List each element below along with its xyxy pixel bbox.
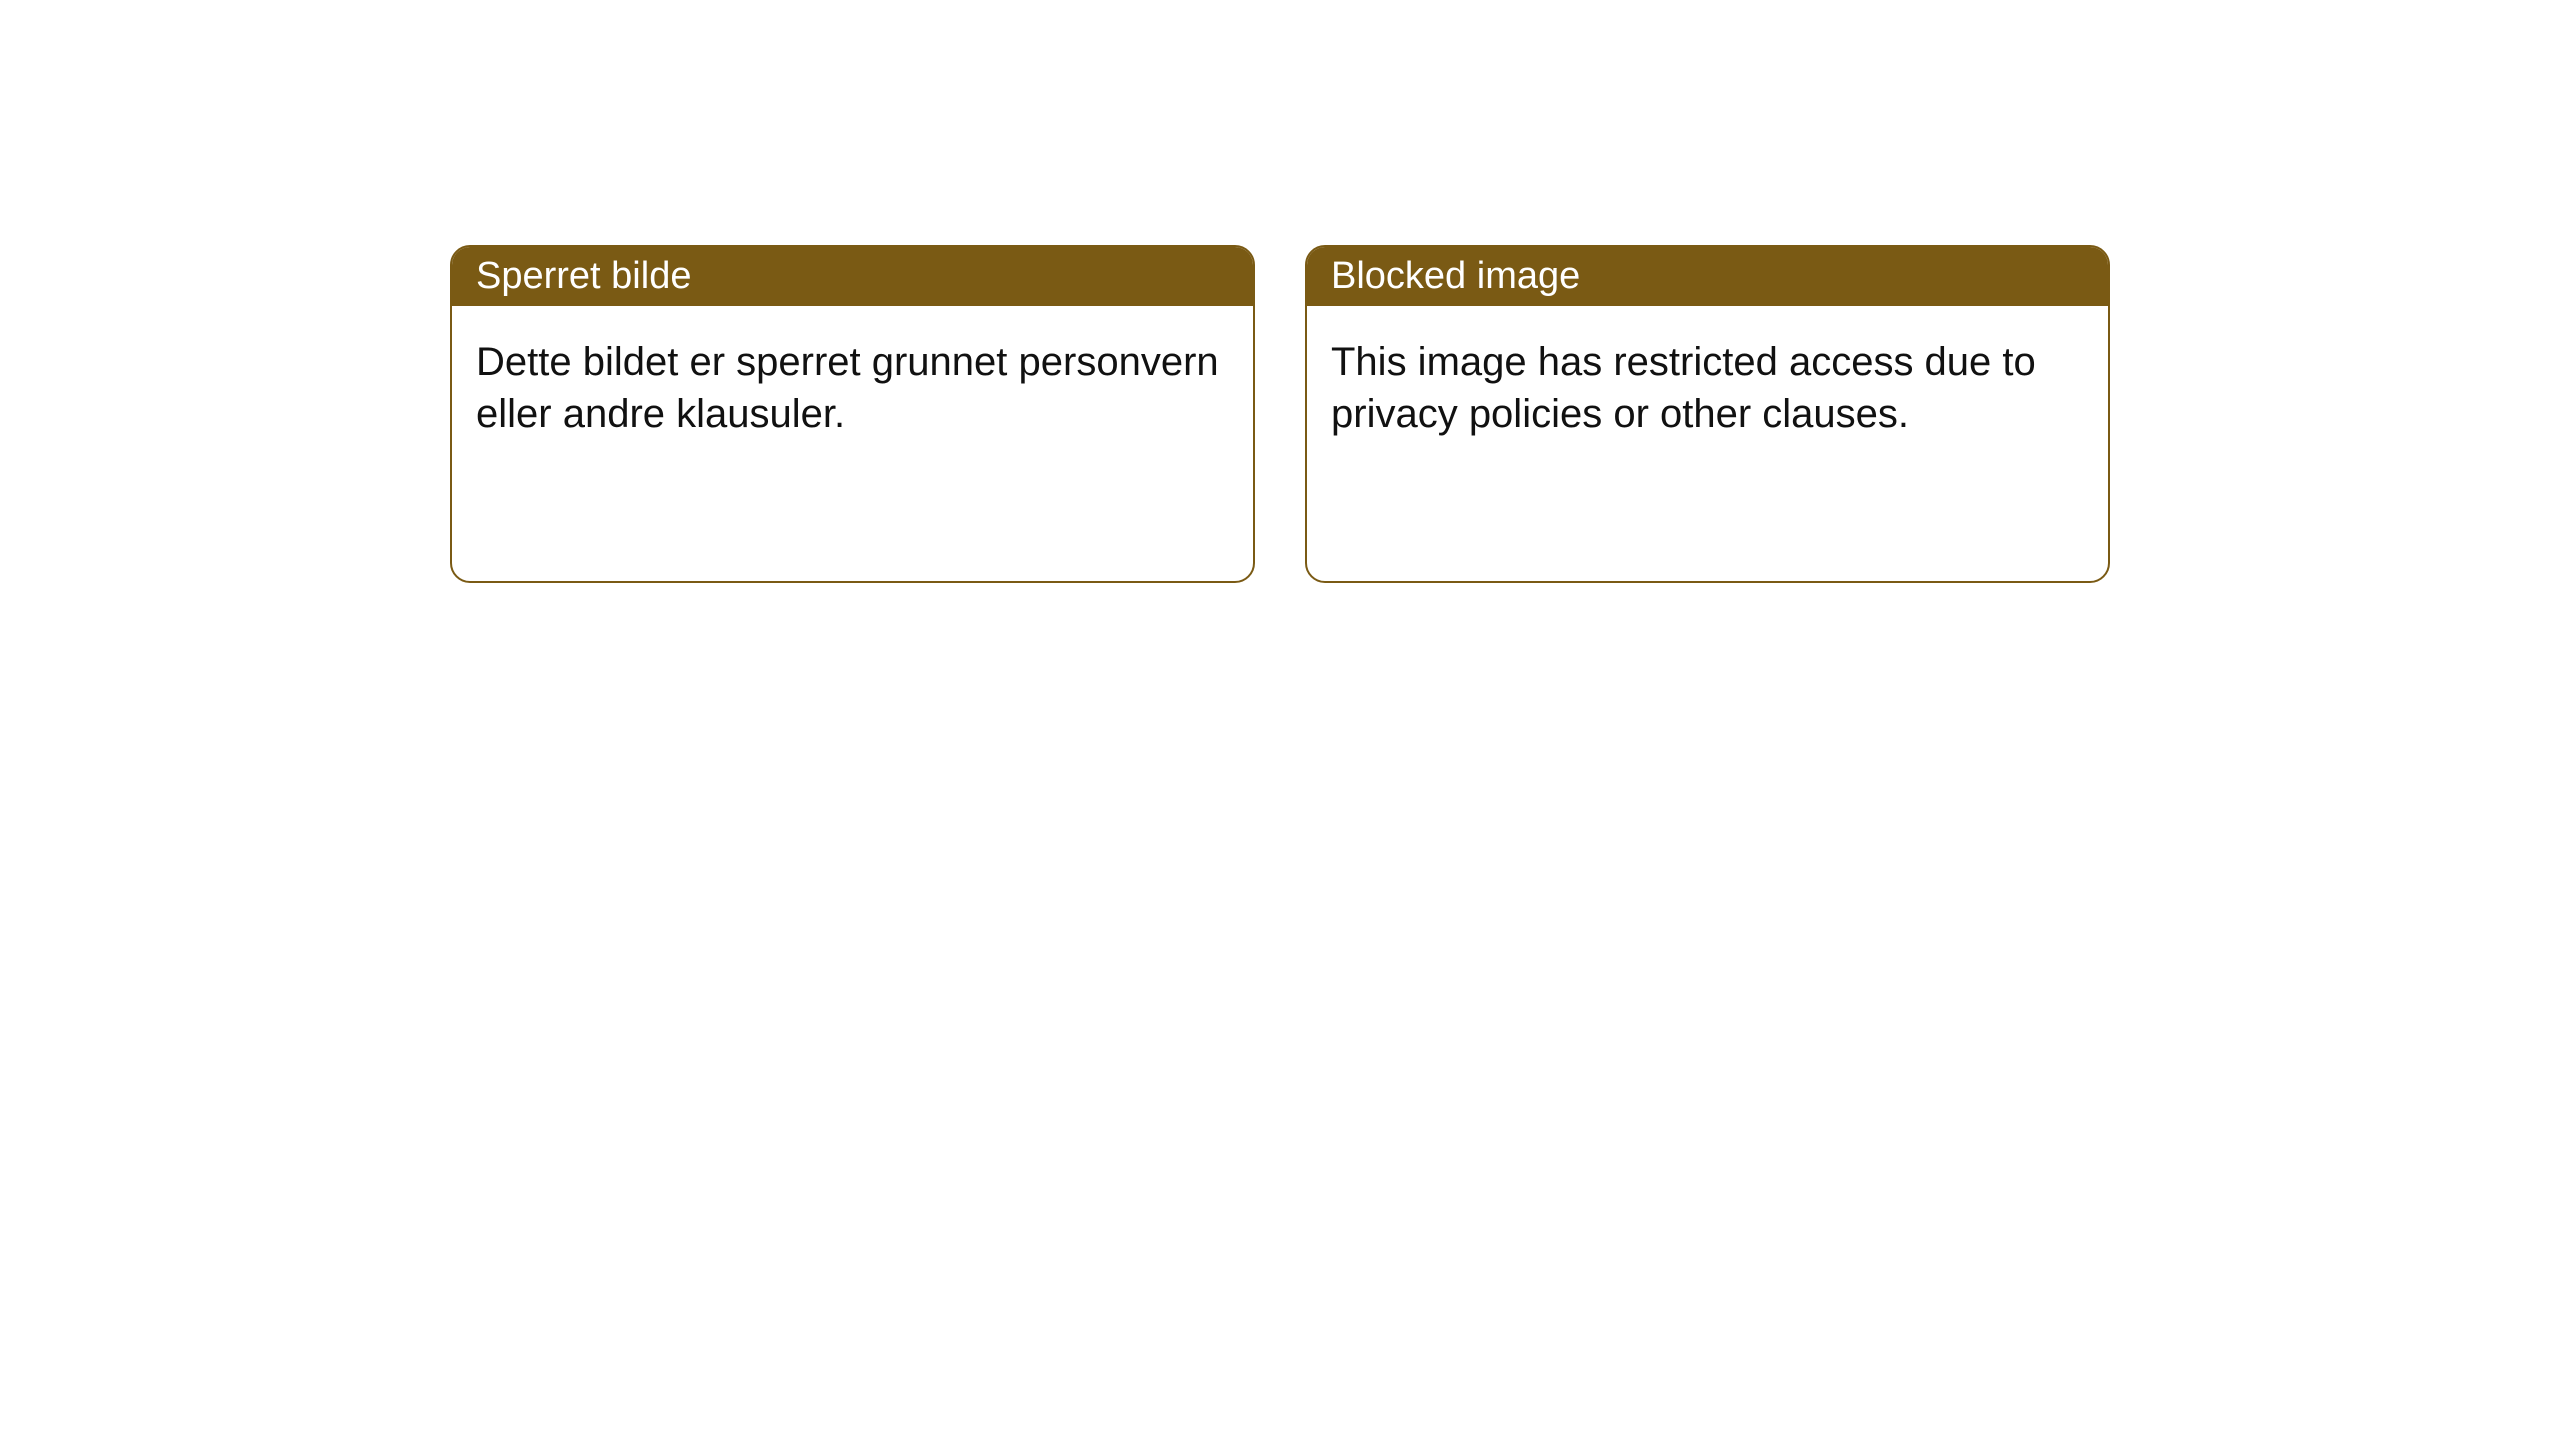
notice-card-english: Blocked image This image has restricted … — [1305, 245, 2110, 583]
notice-text: Dette bildet er sperret grunnet personve… — [476, 340, 1219, 436]
notice-body: Dette bildet er sperret grunnet personve… — [452, 306, 1253, 470]
notice-title: Blocked image — [1331, 255, 1580, 297]
notice-header: Blocked image — [1307, 247, 2108, 306]
notice-header: Sperret bilde — [452, 247, 1253, 306]
notice-card-norwegian: Sperret bilde Dette bildet er sperret gr… — [450, 245, 1255, 583]
notice-text: This image has restricted access due to … — [1331, 340, 2036, 436]
notice-title: Sperret bilde — [476, 255, 691, 297]
notice-container: Sperret bilde Dette bildet er sperret gr… — [450, 245, 2560, 583]
notice-body: This image has restricted access due to … — [1307, 306, 2108, 470]
